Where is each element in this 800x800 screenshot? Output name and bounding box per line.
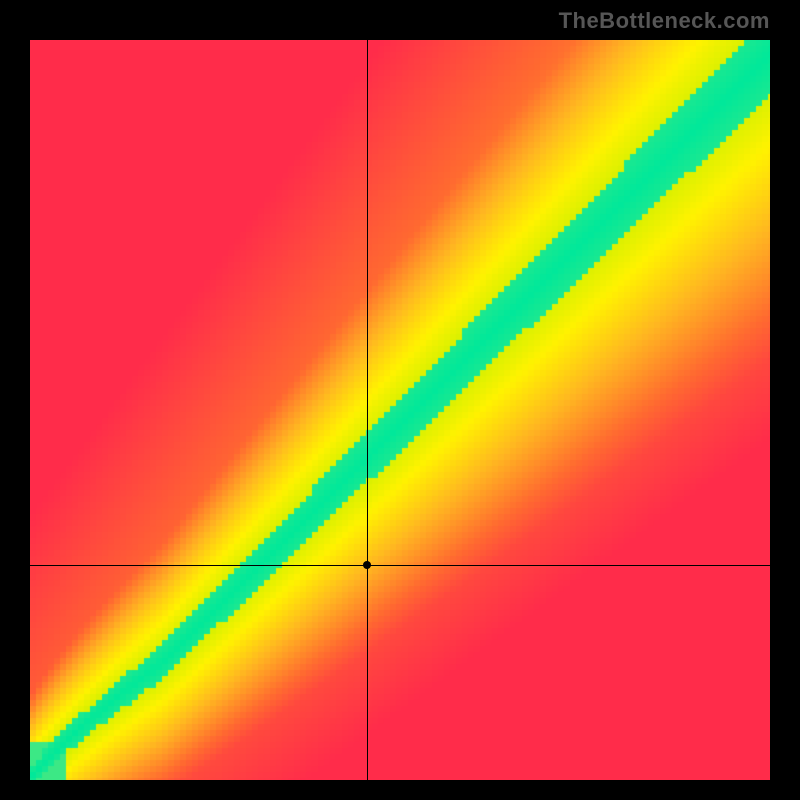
crosshair-marker: [363, 561, 371, 569]
heatmap-canvas: [30, 40, 770, 780]
watermark-text: TheBottleneck.com: [559, 8, 770, 34]
heatmap-plot: [30, 40, 770, 780]
crosshair-horizontal: [30, 565, 770, 566]
crosshair-vertical: [367, 40, 368, 780]
